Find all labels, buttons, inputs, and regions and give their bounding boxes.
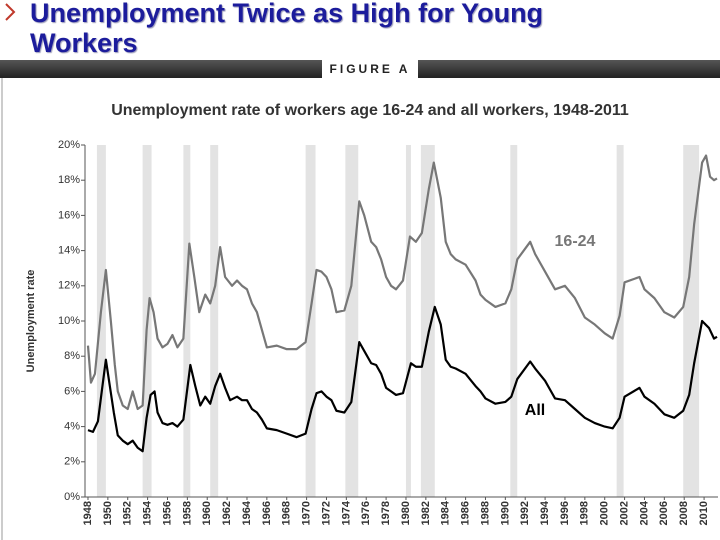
- x-tick-label: 1976: [360, 501, 372, 525]
- figure-label: FIGURE A: [322, 60, 418, 78]
- x-tick-label: 1978: [380, 501, 392, 525]
- recession-band: [183, 145, 191, 497]
- series-line: [87, 305, 718, 453]
- y-tick-label: 10%: [58, 315, 80, 327]
- y-tick-label: 14%: [58, 245, 80, 257]
- series-label: All: [525, 402, 545, 419]
- bullet-icon: [5, 3, 16, 21]
- recession-band: [210, 145, 219, 497]
- x-tick-label: 1982: [420, 501, 432, 525]
- x-tick-label: 1984: [440, 500, 452, 525]
- y-tick-label: 12%: [58, 280, 80, 292]
- x-tick-label: 1950: [102, 501, 114, 525]
- series-label: 16-24: [555, 233, 596, 250]
- recession-band: [96, 145, 106, 497]
- x-tick-label: 1968: [281, 501, 293, 525]
- y-tick-label: 0%: [64, 491, 80, 503]
- x-tick-label: 2004: [638, 500, 650, 525]
- x-tick-label: 1980: [400, 501, 412, 525]
- x-tick-label: 2006: [658, 501, 670, 525]
- y-tick-label: 8%: [64, 350, 80, 362]
- recession-band: [305, 145, 316, 497]
- x-tick-label: 1992: [519, 501, 531, 525]
- x-tick-label: 1960: [201, 501, 213, 525]
- x-tick-label: 1988: [479, 501, 491, 525]
- y-tick-label: 16%: [58, 209, 80, 221]
- x-tick-label: 1956: [161, 501, 173, 525]
- slide-title: Unemployment Twice as High for Young Wor…: [30, 0, 544, 58]
- recession-band: [420, 145, 435, 497]
- x-tick-label: 1954: [142, 500, 154, 525]
- y-tick-label: 4%: [64, 421, 80, 433]
- recession-band: [616, 145, 624, 497]
- x-tick-label: 1972: [320, 501, 332, 525]
- y-tick-label: 20%: [58, 139, 80, 151]
- x-tick-label: 1974: [340, 500, 352, 525]
- x-tick-label: 1962: [221, 501, 233, 525]
- recession-band: [405, 145, 411, 497]
- chart-title: Unemployment rate of workers age 16-24 a…: [111, 102, 629, 119]
- x-tick-label: 2002: [618, 501, 630, 525]
- x-tick-label: 1958: [181, 501, 193, 525]
- y-tick-label: 18%: [58, 174, 80, 186]
- x-tick-label: 1996: [559, 501, 571, 525]
- recession-band: [510, 145, 518, 497]
- recession-band: [345, 145, 359, 497]
- x-tick-label: 1948: [82, 501, 94, 525]
- x-tick-label: 1964: [241, 500, 253, 525]
- y-axis-label: Unemployment rate: [25, 270, 37, 373]
- x-tick-label: 2000: [599, 501, 611, 525]
- x-tick-label: 1986: [460, 501, 472, 525]
- x-tick-label: 1970: [301, 501, 313, 525]
- x-tick-label: 1998: [579, 501, 591, 525]
- series-line: [86, 154, 718, 411]
- recession-bands: [96, 145, 700, 497]
- x-tick-label: 2008: [678, 501, 690, 525]
- x-tick-label: 1990: [499, 501, 511, 525]
- recession-band: [683, 145, 700, 497]
- x-tick-label: 1952: [122, 501, 134, 525]
- x-tick-label: 1994: [539, 500, 551, 525]
- x-tick-label: 2010: [698, 501, 710, 525]
- y-tick-label: 2%: [64, 456, 80, 468]
- x-tick-label: 1966: [261, 501, 273, 525]
- y-tick-label: 6%: [64, 385, 80, 397]
